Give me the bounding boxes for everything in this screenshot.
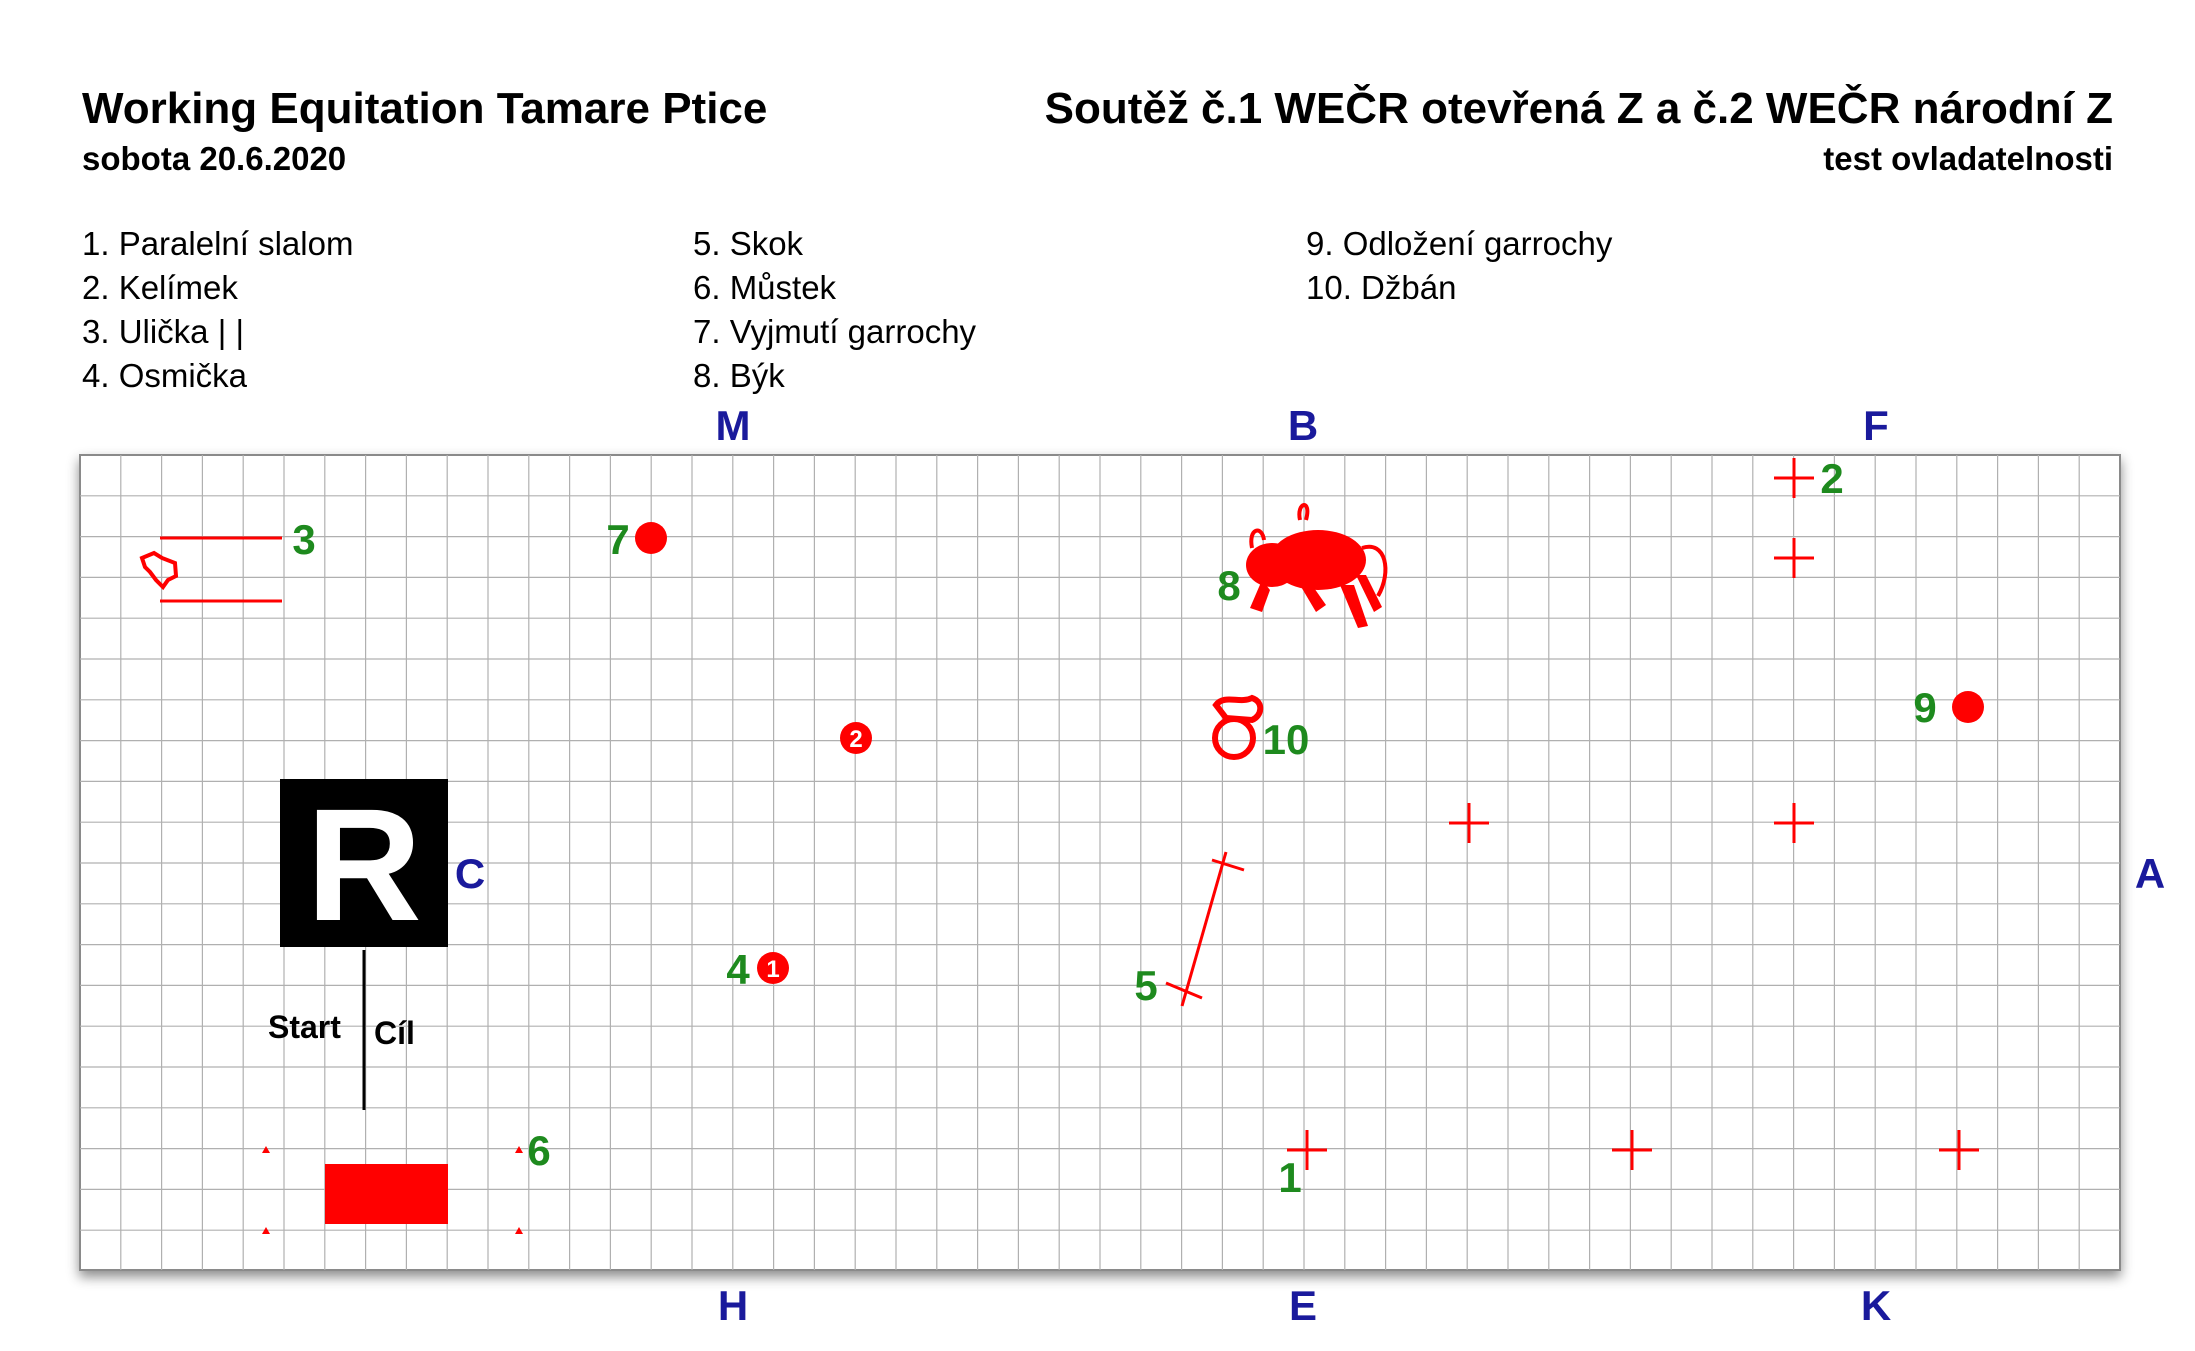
marker-number-2: 2 <box>849 726 862 753</box>
obstacle-number-7: 7 <box>606 516 629 563</box>
legend-item: 7. Vyjmutí garrochy <box>693 313 977 350</box>
bull-icon <box>1246 503 1388 628</box>
legend-item: 8. Býk <box>693 357 785 394</box>
legend-column-1: 1. Paralelní slalom 2. Kelímek 3. Ulička… <box>82 222 353 398</box>
arena-letter-f: F <box>1863 402 1889 449</box>
legend-item: 5. Skok <box>693 225 804 262</box>
cross-marker <box>1774 458 1814 498</box>
bridge-corner-markers <box>262 1146 523 1234</box>
arena-letter-m: M <box>716 402 751 449</box>
arena-letter-c: C <box>455 850 485 897</box>
legend-item: 10. Džbán <box>1306 269 1457 306</box>
judge-box <box>280 779 448 947</box>
obstacle-number-6: 6 <box>527 1127 550 1174</box>
start-label: Start <box>268 1009 341 1045</box>
legend-item: 3. Ulička | | <box>82 313 245 350</box>
legend-item: 9. Odložení garrochy <box>1306 225 1613 262</box>
marker-circle-2 <box>840 722 872 754</box>
obstacle-number-3: 3 <box>292 516 315 563</box>
legend-column-2: 5. Skok 6. Můstek 7. Vyjmutí garrochy 8.… <box>693 222 976 398</box>
cross-marker <box>1287 1130 1327 1170</box>
slalom-posts <box>1287 458 1979 1170</box>
legend-item: 6. Můstek <box>693 269 837 306</box>
arena-letter-a: A <box>2135 850 2165 897</box>
marker-circle-1 <box>757 952 789 984</box>
legend-column-3: 9. Odložení garrochy 10. Džbán <box>1306 222 1612 310</box>
arena-letter-h: H <box>718 1282 748 1329</box>
test-name: test ovladatelnosti <box>1823 140 2113 177</box>
obstacle-number-8: 8 <box>1217 562 1240 609</box>
bridge <box>325 1164 448 1224</box>
obstacle-number-4: 4 <box>726 946 750 993</box>
jump-stand <box>1211 858 1245 872</box>
legend-item: 4. Osmička <box>82 357 248 394</box>
jug-icon <box>1212 694 1264 760</box>
cross-marker <box>1774 538 1814 578</box>
marker-number-1: 1 <box>766 956 779 983</box>
bell-icon <box>139 550 179 591</box>
event-title: Working Equitation Tamare Ptice <box>82 84 768 133</box>
legend-item: 2. Kelímek <box>82 269 238 306</box>
obstacle-number-10: 10 <box>1263 716 1310 763</box>
obstacle-number-2: 2 <box>1820 455 1843 502</box>
judge-box-letter: R <box>306 775 422 954</box>
arena-letter-b: B <box>1288 402 1318 449</box>
obstacle-number-1: 1 <box>1278 1154 1301 1201</box>
pole-dropoff-marker <box>1952 691 1984 723</box>
pole-pickup-marker <box>635 522 667 554</box>
competition-title: Soutěž č.1 WEČR otevřená Z a č.2 WEČR ná… <box>1044 84 2113 133</box>
jump-bar <box>1180 851 1228 1007</box>
arena-letter-k: K <box>1861 1282 1891 1329</box>
obstacle-number-5: 5 <box>1134 962 1157 1009</box>
cross-marker <box>1612 1130 1652 1170</box>
cross-marker <box>1449 803 1489 843</box>
finish-label: Cíl <box>374 1015 415 1051</box>
arena-letter-e: E <box>1289 1282 1317 1329</box>
cross-marker <box>1939 1130 1979 1170</box>
cross-marker <box>1774 803 1814 843</box>
legend-item: 1. Paralelní slalom <box>82 225 354 262</box>
obstacle-number-9: 9 <box>1913 684 1936 731</box>
jump-stand <box>1165 981 1203 1000</box>
event-date: sobota 20.6.2020 <box>82 140 347 177</box>
